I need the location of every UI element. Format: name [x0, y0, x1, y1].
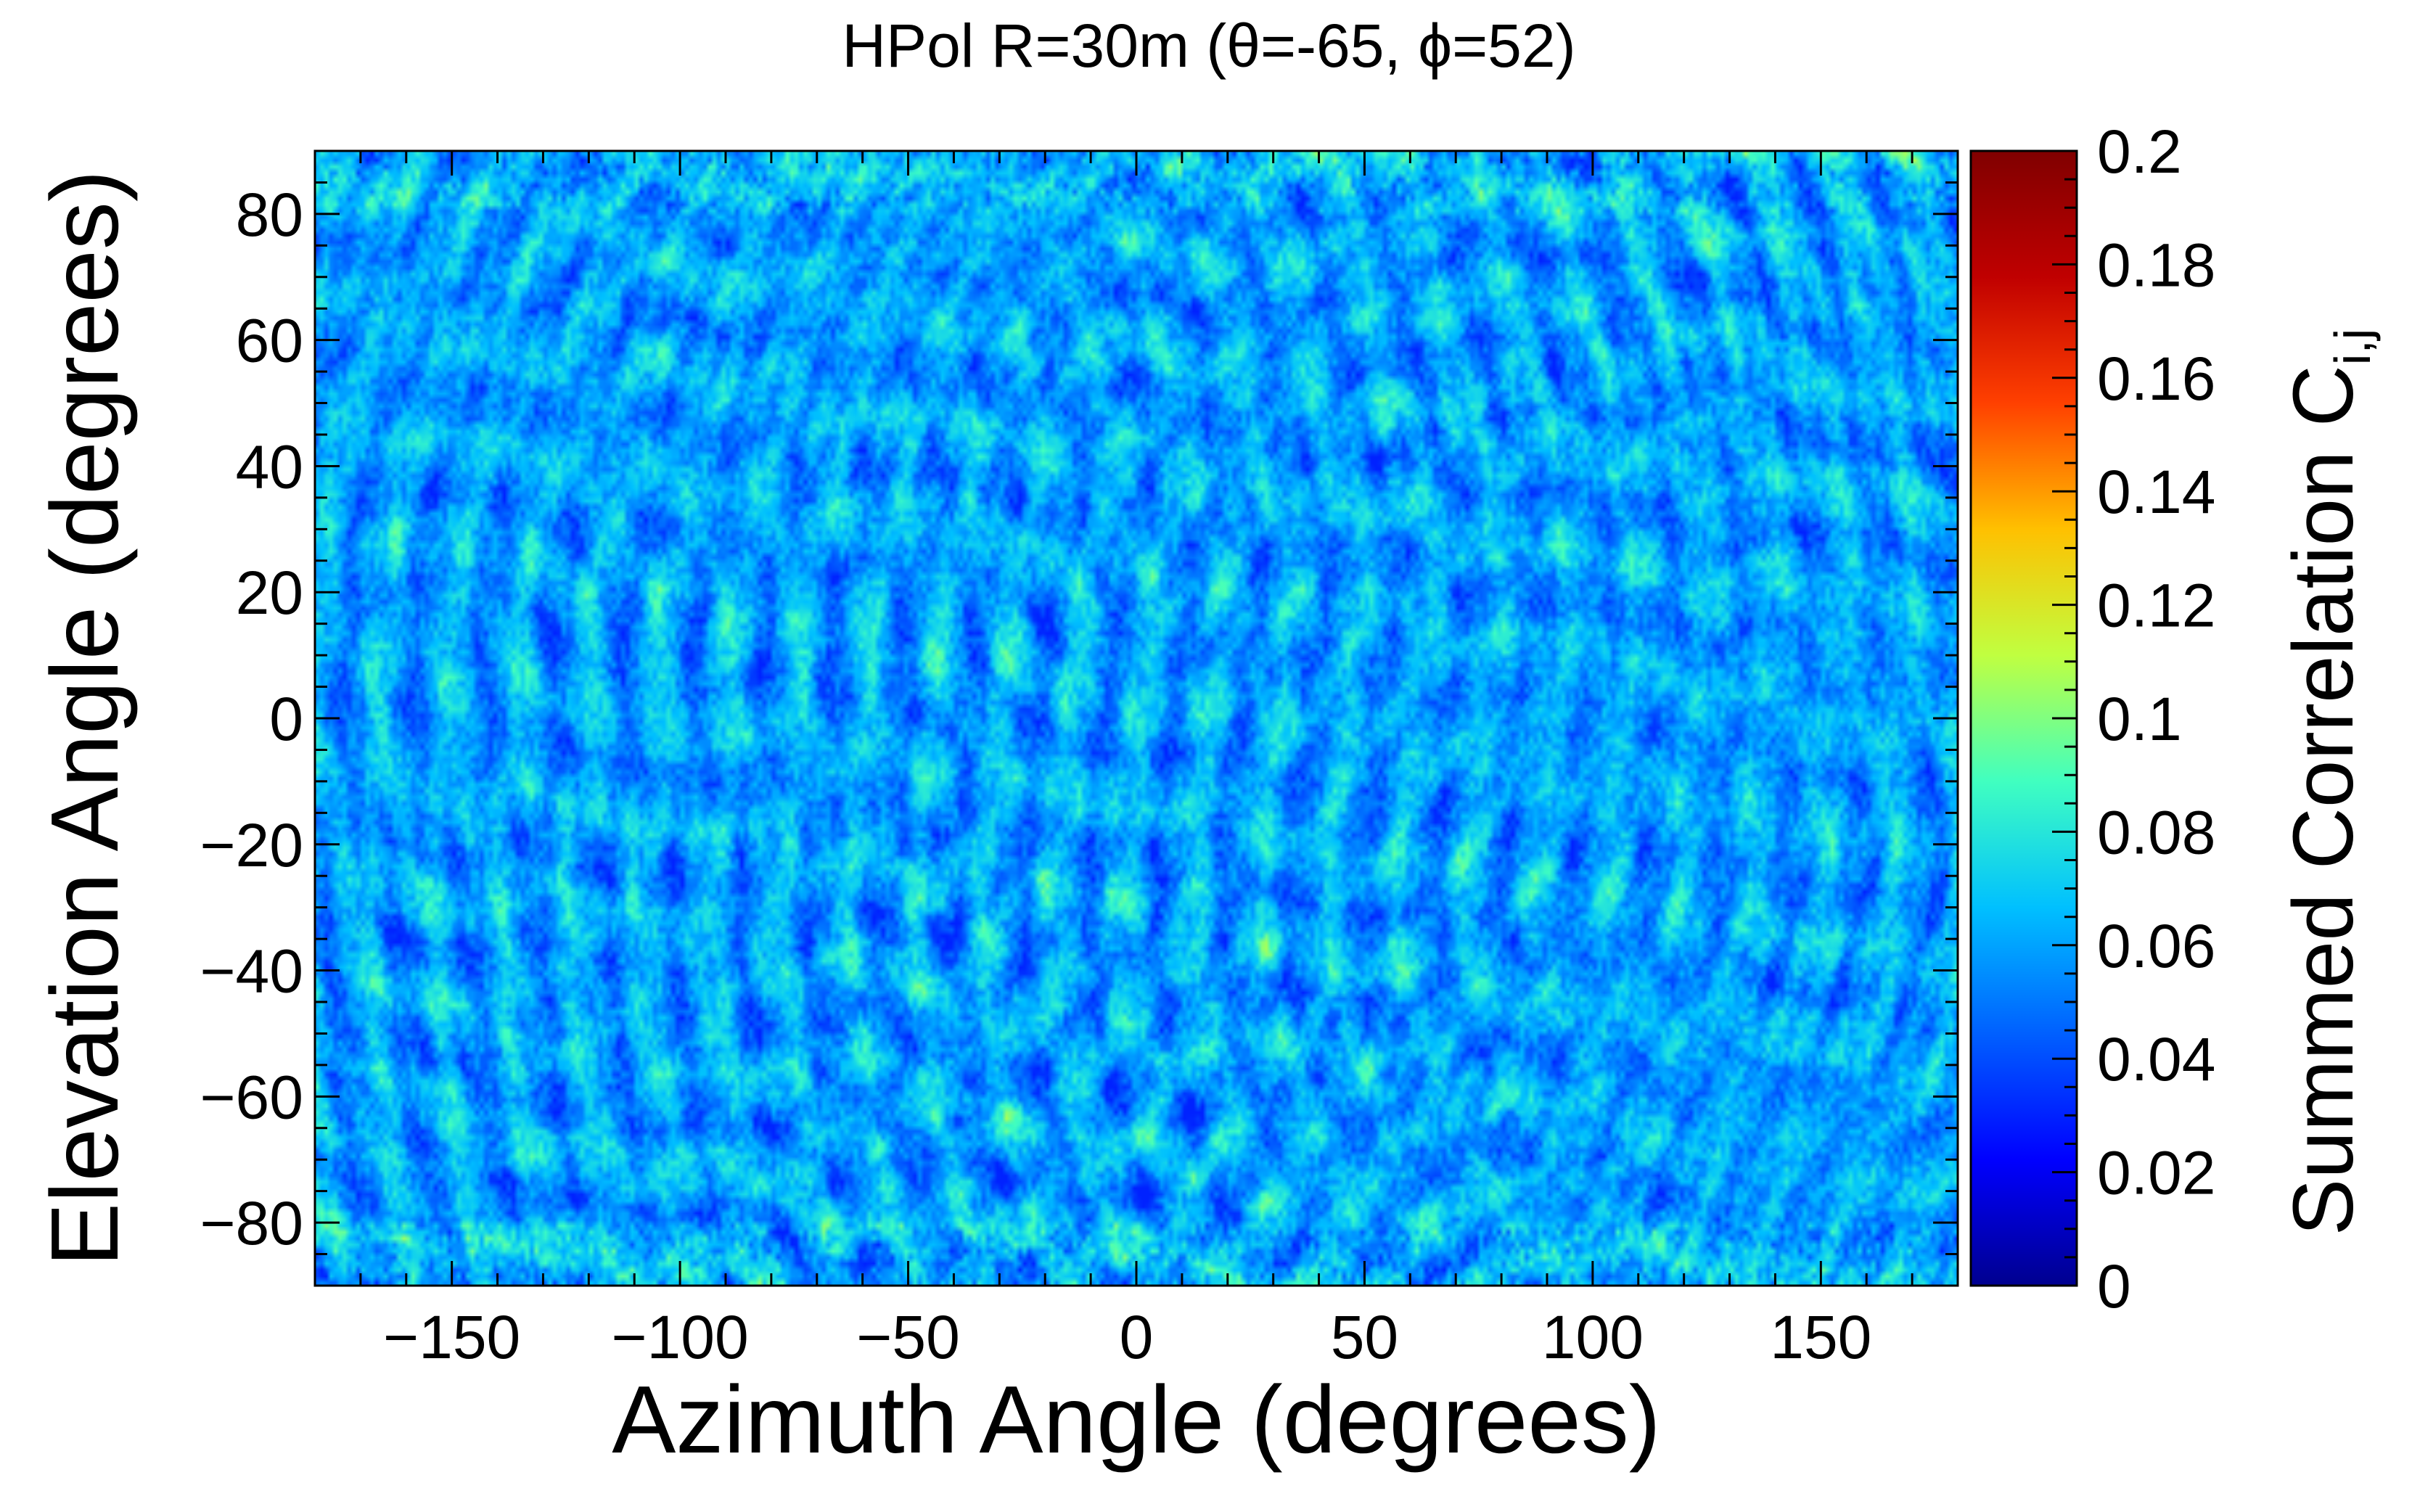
color-bar-tick-label: 0.08 [2097, 798, 2216, 866]
x-tick-label: −100 [612, 1303, 749, 1371]
y-tick-label: 20 [236, 559, 303, 627]
y-axis-label: Elevation Angle (degrees) [31, 170, 138, 1267]
x-tick-label: 50 [1331, 1303, 1398, 1371]
x-tick-label: 100 [1542, 1303, 1644, 1371]
color-bar-tick-label: 0.18 [2097, 231, 2216, 299]
x-axis-ticks: −150 −100 −50 0 50 100 150 [313, 151, 1959, 1371]
x-tick-label: 0 [1120, 1303, 1154, 1371]
color-bar-tick-label: 0.12 [2097, 572, 2216, 640]
y-tick-label: 0 [269, 685, 303, 753]
x-tick-label: 150 [1770, 1303, 1871, 1371]
chart-title: HPol R=30m (θ=-65, ϕ=52) [842, 12, 1575, 80]
color-bar-label-subscript: i,j [2324, 329, 2381, 366]
color-bar-tick-label: 0.06 [2097, 912, 2216, 980]
y-tick-label: −20 [200, 811, 304, 879]
y-tick-label: 60 [236, 307, 303, 375]
heatmap-cells [315, 151, 1958, 1286]
heatmap-area [315, 151, 1958, 1286]
x-tick-label: −150 [383, 1303, 520, 1371]
y-axis-ticks: −80 −60 −40 −20 0 20 40 60 80 [200, 149, 1958, 1287]
y-tick-label: −40 [200, 937, 304, 1006]
color-bar-ticks: 0 0.02 0.04 0.06 0.08 0.1 0.12 0.14 0.16 0.18 0.2 [2052, 118, 2216, 1320]
color-bar-label: Summed Correlation Ci,j [2276, 329, 2381, 1236]
y-tick-label: 80 [236, 181, 303, 249]
y-tick-label: 40 [236, 432, 303, 501]
color-bar-tick-label: 0.04 [2097, 1025, 2216, 1093]
y-tick-label: −60 [200, 1063, 304, 1131]
color-bar-tick-label: 0 [2097, 1252, 2131, 1320]
color-bar-tick-label: 0.1 [2097, 685, 2182, 753]
color-bar-tick-label: 0.2 [2097, 118, 2182, 186]
color-bar-tick-label: 0.02 [2097, 1139, 2216, 1207]
color-bar-tick-label: 0.14 [2097, 458, 2216, 526]
x-tick-label: −50 [856, 1303, 960, 1371]
color-bar-tick-label: 0.16 [2097, 345, 2216, 413]
y-tick-label: −80 [200, 1189, 304, 1257]
x-axis-label: Azimuth Angle (degrees) [612, 1366, 1660, 1473]
